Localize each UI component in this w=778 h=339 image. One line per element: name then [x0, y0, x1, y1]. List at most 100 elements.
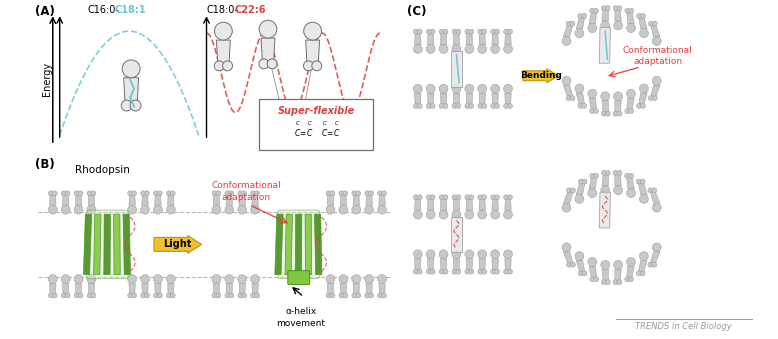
Polygon shape [252, 193, 258, 205]
Text: $C\!=\!C$: $C\!=\!C$ [294, 127, 314, 138]
Circle shape [594, 108, 598, 114]
Circle shape [430, 195, 435, 200]
Circle shape [48, 205, 58, 214]
Circle shape [430, 29, 435, 34]
Circle shape [469, 29, 474, 34]
Circle shape [326, 205, 335, 214]
Text: C18:1: C18:1 [114, 5, 146, 15]
Circle shape [575, 29, 584, 38]
Polygon shape [599, 27, 611, 63]
Circle shape [482, 29, 487, 34]
Circle shape [478, 44, 487, 54]
Text: α-helix
movement: α-helix movement [276, 307, 325, 328]
Circle shape [503, 103, 509, 108]
Circle shape [478, 103, 483, 108]
Circle shape [166, 205, 175, 214]
Polygon shape [576, 182, 585, 195]
Circle shape [369, 293, 373, 298]
Polygon shape [615, 101, 622, 114]
Polygon shape [167, 283, 174, 296]
Circle shape [254, 191, 260, 196]
Circle shape [61, 293, 66, 298]
Polygon shape [88, 193, 95, 205]
Circle shape [491, 29, 496, 34]
Circle shape [87, 293, 92, 298]
Circle shape [225, 191, 230, 196]
Circle shape [478, 84, 487, 93]
Circle shape [141, 275, 149, 283]
Circle shape [465, 29, 470, 34]
Circle shape [613, 111, 618, 116]
Polygon shape [615, 173, 622, 186]
Circle shape [495, 269, 499, 274]
Circle shape [74, 205, 83, 214]
Circle shape [588, 188, 597, 198]
Circle shape [570, 96, 575, 101]
Circle shape [582, 179, 587, 184]
Circle shape [91, 293, 96, 298]
Polygon shape [366, 193, 373, 205]
Circle shape [617, 6, 622, 11]
Circle shape [238, 275, 247, 283]
Circle shape [491, 195, 496, 200]
Polygon shape [466, 32, 472, 44]
Circle shape [426, 250, 435, 259]
Polygon shape [340, 193, 347, 205]
Circle shape [601, 21, 610, 30]
Polygon shape [142, 283, 149, 296]
Circle shape [417, 103, 422, 108]
Polygon shape [93, 214, 101, 275]
Text: Rhodopsin: Rhodopsin [75, 165, 129, 175]
Circle shape [636, 271, 641, 276]
Circle shape [157, 191, 163, 196]
Circle shape [352, 191, 357, 196]
Circle shape [601, 171, 606, 175]
Circle shape [640, 103, 646, 108]
Circle shape [443, 195, 448, 200]
Circle shape [166, 191, 171, 196]
Circle shape [452, 195, 457, 200]
Circle shape [582, 103, 587, 108]
Text: Conformational
adaptation: Conformational adaptation [212, 181, 281, 202]
Circle shape [170, 191, 175, 196]
Circle shape [629, 108, 634, 114]
Circle shape [636, 14, 642, 18]
Polygon shape [505, 93, 511, 106]
Polygon shape [589, 266, 597, 279]
Circle shape [439, 250, 448, 259]
Circle shape [303, 22, 321, 40]
Polygon shape [216, 40, 230, 66]
Circle shape [640, 252, 648, 261]
Circle shape [652, 96, 657, 101]
Circle shape [352, 275, 361, 283]
Circle shape [629, 277, 633, 282]
Circle shape [417, 29, 422, 34]
Circle shape [87, 191, 92, 196]
Polygon shape [427, 93, 434, 106]
Polygon shape [639, 93, 647, 106]
Circle shape [562, 37, 571, 45]
Circle shape [74, 191, 79, 196]
Polygon shape [492, 259, 499, 272]
Polygon shape [239, 283, 245, 296]
Polygon shape [261, 38, 275, 64]
Polygon shape [650, 252, 660, 265]
Text: (A): (A) [35, 5, 54, 18]
Polygon shape [626, 266, 634, 279]
Circle shape [590, 173, 594, 178]
Circle shape [478, 29, 483, 34]
Circle shape [413, 44, 422, 54]
Text: Conformational
adaptation: Conformational adaptation [623, 45, 692, 66]
Circle shape [223, 61, 233, 71]
Circle shape [130, 100, 141, 111]
Circle shape [452, 210, 461, 219]
Circle shape [356, 293, 361, 298]
Circle shape [636, 179, 641, 184]
Circle shape [251, 275, 260, 283]
Polygon shape [305, 214, 312, 275]
Polygon shape [505, 259, 511, 272]
Polygon shape [576, 93, 585, 106]
Text: (C): (C) [407, 5, 426, 18]
Circle shape [617, 280, 622, 285]
Polygon shape [213, 193, 219, 205]
